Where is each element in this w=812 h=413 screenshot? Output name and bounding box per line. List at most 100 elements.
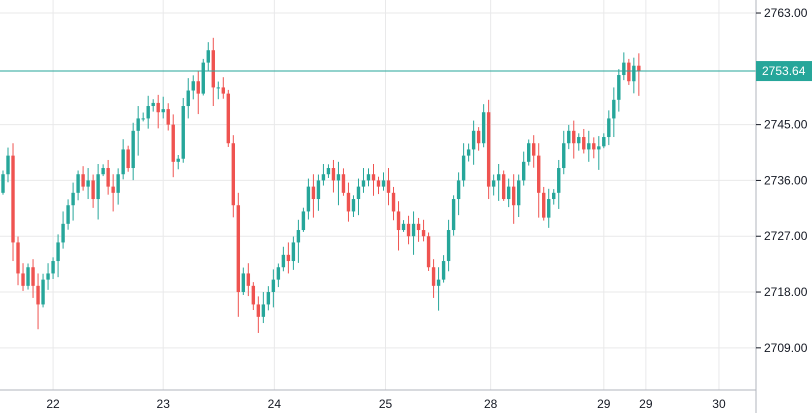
candle xyxy=(582,128,586,154)
candle xyxy=(526,139,531,166)
candle xyxy=(607,110,611,146)
candle xyxy=(386,168,391,206)
candle-body-up xyxy=(466,149,471,156)
candle-body-down xyxy=(376,180,381,187)
candle xyxy=(286,242,291,274)
candle xyxy=(191,75,195,100)
candle-body-down xyxy=(627,62,631,82)
candle xyxy=(516,174,521,218)
price-axis[interactable]: 2763.00 2745.00 2736.00 2727.00 2718.00 2709.… xyxy=(756,6,808,355)
candle xyxy=(96,163,100,220)
candle xyxy=(511,174,516,224)
candle-body-up xyxy=(201,62,205,94)
candle xyxy=(321,163,326,186)
candle xyxy=(326,164,331,178)
candle-body-down xyxy=(542,192,546,218)
candle-body-up xyxy=(301,211,306,231)
candle-body-up xyxy=(622,62,626,76)
candle-body-up xyxy=(116,174,120,193)
candle-body-down xyxy=(391,192,396,212)
candle-body-up xyxy=(446,230,451,262)
last-price-badge: 2753.64 xyxy=(756,61,812,82)
candle-body-up xyxy=(456,180,461,200)
candle xyxy=(461,143,466,187)
candle-body-up xyxy=(597,146,601,150)
candle xyxy=(201,58,205,96)
candle-body-up xyxy=(101,168,105,175)
candle xyxy=(6,147,10,183)
candle-body-down xyxy=(111,186,115,193)
candle xyxy=(141,112,145,122)
candle-body-up xyxy=(96,174,100,200)
candle-body-up xyxy=(296,230,301,243)
candle xyxy=(436,267,441,311)
candle xyxy=(567,124,571,150)
candle-body-up xyxy=(281,254,286,268)
candles xyxy=(1,37,641,333)
candle-body-up xyxy=(1,174,5,193)
candle xyxy=(101,164,105,177)
candle-body-up xyxy=(191,81,195,91)
candle-body-down xyxy=(36,285,40,305)
candle-body-down xyxy=(246,273,251,286)
time-axis[interactable]: 22 23 24 25 28 29 29 30 xyxy=(46,397,726,411)
candle xyxy=(306,178,311,220)
candle xyxy=(16,236,20,286)
candle-body-up xyxy=(516,180,521,206)
candle xyxy=(476,127,481,151)
candle-body-down xyxy=(341,174,346,193)
candle xyxy=(521,151,526,186)
candle xyxy=(31,259,35,298)
candle-body-up xyxy=(632,65,636,82)
last-price-label: 2753.64 xyxy=(762,64,806,78)
candle-body-down xyxy=(81,174,85,187)
candle-body-down xyxy=(486,112,491,187)
candle xyxy=(196,70,200,115)
x-tick-label: 29 xyxy=(639,397,653,411)
candle xyxy=(466,143,471,162)
candle-body-up xyxy=(506,186,511,200)
candle xyxy=(216,81,220,100)
candle xyxy=(131,122,135,181)
candle-body-up xyxy=(562,143,566,169)
y-tick-label: 2763.00 xyxy=(764,6,808,20)
candle-body-up xyxy=(612,99,616,119)
candle-body-up xyxy=(6,155,10,175)
candle xyxy=(166,103,170,131)
candle-body-up xyxy=(151,102,155,107)
candle xyxy=(251,282,256,311)
x-tick-label: 28 xyxy=(484,397,498,411)
candle-body-down xyxy=(196,81,200,94)
x-tick-label: 23 xyxy=(157,397,171,411)
candle xyxy=(36,273,40,330)
candle xyxy=(572,120,576,159)
candle xyxy=(506,178,511,208)
candle xyxy=(346,182,351,222)
candle xyxy=(557,159,561,209)
candle-body-up xyxy=(321,174,326,181)
candle xyxy=(51,257,55,280)
candle xyxy=(391,186,396,221)
candle-body-up xyxy=(557,168,561,193)
candle xyxy=(301,207,306,232)
candle xyxy=(336,161,341,206)
candle xyxy=(81,166,85,191)
candle-body-up xyxy=(206,50,210,63)
candle-body-up xyxy=(266,292,271,305)
candle-body-down xyxy=(221,87,225,94)
candle xyxy=(266,286,271,311)
candle xyxy=(46,263,50,290)
candle-body-down xyxy=(236,205,241,293)
candle-body-up xyxy=(366,174,371,181)
candle-body-down xyxy=(592,143,596,150)
candle-body-down xyxy=(171,124,175,162)
candle-body-up xyxy=(56,242,60,262)
candle-body-up xyxy=(41,279,45,305)
candle-body-up xyxy=(86,180,90,187)
candle xyxy=(41,273,45,308)
candle-body-down xyxy=(11,155,15,243)
candle xyxy=(236,192,241,317)
candle xyxy=(241,267,246,295)
candle-body-up xyxy=(306,186,311,212)
